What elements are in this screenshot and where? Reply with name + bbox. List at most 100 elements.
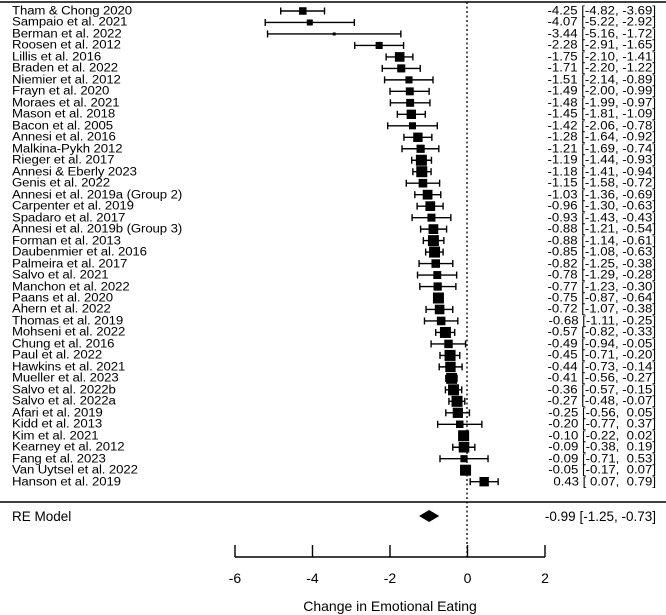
study-estimate-mark (386, 122, 438, 130)
study-value: -1.48 [-1.99, -0.97] (547, 95, 657, 110)
study-estimate-mark (396, 109, 426, 120)
study-estimate-mark (452, 441, 476, 453)
study-estimate-mark (419, 224, 448, 234)
study-estimate-mark (448, 395, 466, 407)
study-label: Salvo et al. 2021 (12, 267, 109, 282)
study-estimate-mark (423, 316, 459, 326)
study-label: Daubenmier et al. 2016 (12, 244, 147, 259)
study-estimate-mark (430, 339, 467, 349)
study-value: -0.27 [-0.48, -0.07] (547, 393, 657, 408)
study-label: Manchon et al. 2022 (12, 279, 130, 293)
study-label: Hanson et al. 2019 (12, 474, 121, 489)
study-label: Chung et al. 2016 (12, 336, 115, 351)
study-label: Hawkins et al. 2021 (12, 359, 126, 374)
study-estimate-mark (403, 132, 433, 142)
study-value: -0.88 [-1.21, -0.54] (547, 221, 657, 236)
study-label: Paul et al. 2022 (12, 348, 103, 362)
x-axis (234, 545, 546, 558)
study-label: Paans et al. 2020 (12, 290, 113, 305)
study-estimate-mark (435, 326, 456, 338)
study-label: Sampaio et al. 2021 (12, 15, 128, 29)
study-label: Kim et al. 2021 (12, 428, 99, 443)
study-value: -1.51 [-2.14, -0.89] (547, 72, 657, 87)
study-value: -1.21 [-1.69, -0.74] (547, 141, 657, 156)
study-value: -1.42 [-2.06, -0.78] (547, 118, 657, 133)
study-estimate-mark (424, 246, 444, 258)
study-estimate-mark (460, 464, 472, 476)
study-estimate-mark (383, 76, 434, 84)
study-value: -2.28 [-2.91, -1.65] (547, 38, 657, 52)
study-estimate-mark (469, 476, 499, 487)
study-estimate-mark (280, 7, 326, 15)
study-label: Afari et al. 2019 (12, 405, 103, 420)
study-value: -1.75 [-2.10, -1.41] (547, 49, 657, 64)
study-value: -0.72 [-1.07, -0.38] (547, 302, 657, 316)
study-estimate-mark (422, 235, 445, 247)
study-value: -0.10 [-0.22, 0.02] (548, 428, 656, 443)
study-value: -0.75 [-0.87, -0.64] (547, 290, 657, 305)
x-tick-label: 0 (463, 570, 472, 586)
study-value: -0.82 [-1.25, -0.38] (547, 256, 657, 270)
x-tick-label: -2 (383, 570, 397, 586)
study-label: Annesi et al. 2019a (Group 2) (12, 187, 183, 202)
study-estimate-mark (381, 64, 421, 73)
study-value: -0.05 [-0.17, 0.07] (548, 462, 656, 477)
study-value: -0.25 [-0.56, 0.05] (548, 405, 656, 420)
study-estimate-mark (416, 201, 444, 212)
study-value: -1.03 [-1.36, -0.69] (547, 187, 657, 202)
study-label: Berman et al. 2022 (12, 26, 122, 41)
study-value: -0.09 [-0.38, 0.19] (548, 439, 656, 454)
study-label: Rieger et al. 2017 (12, 152, 115, 167)
study-value: -0.88 [-1.14, -0.61] (547, 233, 657, 248)
study-value: -0.57 [-0.82, -0.33] (547, 325, 657, 339)
study-estimate-mark (264, 18, 356, 26)
re-model-label: RE Model (12, 509, 72, 524)
study-label: Mason et al. 2018 (12, 106, 116, 121)
study-estimate-mark (439, 349, 461, 361)
study-estimate-mark (411, 154, 433, 166)
study-value: -0.77 [-1.23, -0.30] (547, 279, 657, 293)
study-label: Roosen et al. 2012 (12, 38, 121, 52)
study-label: Thomas et al. 2019 (12, 313, 124, 328)
study-value: -1.19 [-1.44, -0.93] (547, 152, 657, 167)
study-estimate-mark (354, 41, 405, 49)
study-value: -0.49 [-0.94, -0.05] (547, 336, 657, 351)
study-value: 0.43 [ 0.07, 0.79] (549, 474, 656, 489)
study-estimate-mark (414, 189, 442, 200)
study-value: -0.93 [-1.43, -0.43] (547, 210, 657, 225)
study-value: -0.44 [-0.73, -0.14] (547, 359, 657, 374)
study-estimate-mark (425, 304, 454, 315)
study-label: Mohseni et al. 2022 (12, 325, 126, 339)
study-value: -0.85 [-1.08, -0.63] (547, 244, 657, 259)
study-label: Genis et al. 2022 (12, 175, 111, 190)
study-label: Annesi et al. 2019b (Group 3) (12, 221, 183, 236)
study-estimate-mark (385, 52, 414, 62)
study-value: -0.45 [-0.71, -0.20] (547, 348, 657, 362)
study-estimate-mark (389, 98, 431, 107)
study-value: -1.18 [-1.41, -0.94] (547, 164, 657, 179)
study-label: Kidd et al. 2013 (12, 416, 103, 431)
study-label: Ahern et al. 2022 (12, 302, 111, 316)
study-estimate-mark (445, 407, 471, 418)
study-value: -0.36 [-0.57, -0.15] (547, 382, 657, 397)
x-tick-label: -6 (228, 570, 242, 586)
study-label: Carpenter et al. 2019 (12, 198, 134, 213)
study-estimate-mark (266, 30, 402, 38)
study-value: -0.09 [-0.71, 0.53] (548, 451, 656, 466)
study-value: -4.07 [-5.22, -2.92] (547, 15, 657, 29)
study-value: -1.28 [-1.64, -0.92] (547, 129, 657, 144)
study-estimates (264, 7, 499, 487)
study-label: Braden et al. 2022 (12, 61, 118, 75)
study-label: Forman et al. 2013 (12, 233, 121, 248)
study-estimate-mark (444, 384, 463, 396)
study-estimate-mark (389, 87, 430, 96)
study-label: Van Uytsel et al. 2022 (12, 462, 138, 477)
study-label: Mueller et al. 2023 (12, 370, 119, 385)
study-label: Salvo et al. 2022a (12, 393, 116, 408)
study-label: Moraes et al. 2021 (12, 95, 120, 110)
re-model-value: -0.99 [-1.25, -0.73] (544, 509, 656, 524)
study-label: Palmeira et al. 2017 (12, 256, 128, 270)
study-label: Niemier et al. 2012 (12, 72, 121, 87)
x-tick-label: 2 (541, 570, 549, 586)
study-value: -0.41 [-0.56, -0.27] (547, 370, 657, 385)
